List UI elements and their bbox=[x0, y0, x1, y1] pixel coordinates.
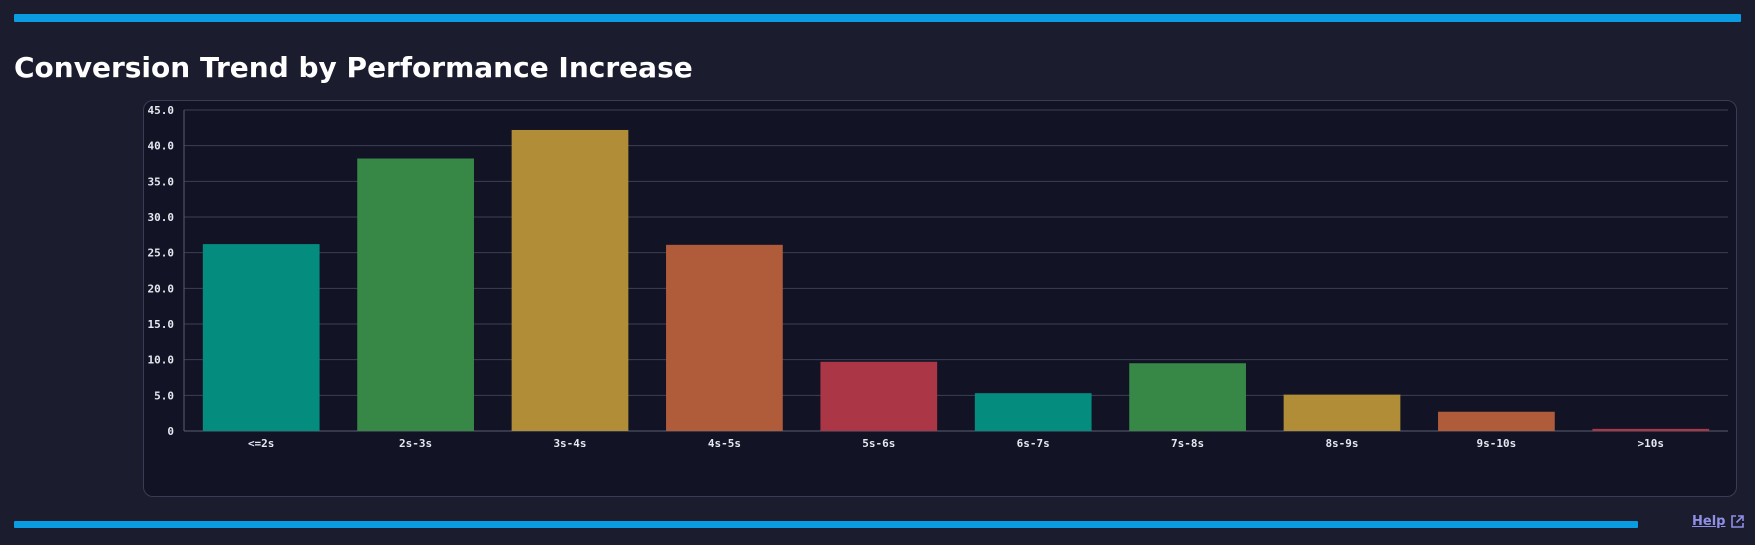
bar[interactable] bbox=[820, 361, 938, 431]
y-tick-label: 40.0 bbox=[148, 140, 175, 153]
bar[interactable] bbox=[357, 158, 474, 432]
x-tick-label: >10s bbox=[1638, 437, 1665, 450]
bar-chart: 0 5.0 10.0 15.0 20.0 25.0 30.0 35.0 40.0 45.0 <=2… bbox=[148, 104, 1728, 450]
x-tick-label: 3s-4s bbox=[553, 437, 586, 450]
y-tick-label: 30.0 bbox=[148, 211, 175, 224]
x-tick-label: 6s-7s bbox=[1017, 437, 1050, 450]
x-tick-label: 9s-10s bbox=[1477, 437, 1517, 450]
bar[interactable] bbox=[202, 244, 320, 431]
bar[interactable] bbox=[1129, 363, 1246, 431]
y-tick-label: 35.0 bbox=[148, 175, 175, 188]
x-tick-label: 4s-5s bbox=[708, 437, 741, 450]
y-tick-label: 5.0 bbox=[154, 389, 174, 402]
y-tick-label: 45.0 bbox=[148, 104, 175, 117]
y-tick-label: 25.0 bbox=[148, 247, 175, 260]
bar[interactable] bbox=[511, 129, 629, 431]
bar[interactable] bbox=[1283, 394, 1401, 431]
y-tick-label: 15.0 bbox=[148, 318, 175, 331]
chart-title: Conversion Trend by Performance Increase bbox=[14, 51, 693, 84]
bar[interactable] bbox=[1438, 411, 1555, 431]
external-link-icon bbox=[1731, 515, 1745, 528]
x-tick-label: <=2s bbox=[248, 437, 275, 450]
x-tick-label: 2s-3s bbox=[399, 437, 432, 450]
y-axis-ticks: 0 5.0 10.0 15.0 20.0 25.0 30.0 35.0 40.0 45.0 bbox=[148, 104, 175, 438]
help-link[interactable]: Help bbox=[1692, 514, 1745, 529]
x-axis-labels: <=2s 2s-3s 3s-4s 4s-5s 5s-6s 6s-7s 7s-8s 8s-9s 9… bbox=[248, 437, 1664, 450]
x-tick-label: 5s-6s bbox=[862, 437, 895, 450]
x-tick-label: 8s-9s bbox=[1325, 437, 1358, 450]
y-tick-label: 0 bbox=[167, 425, 174, 438]
y-tick-label: 20.0 bbox=[148, 282, 175, 295]
y-tick-label: 10.0 bbox=[148, 354, 175, 367]
bars bbox=[202, 129, 1710, 432]
bar[interactable] bbox=[974, 393, 1092, 431]
top-accent-bar bbox=[14, 14, 1741, 22]
help-label: Help bbox=[1692, 514, 1726, 529]
chart-panel: 0 5.0 10.0 15.0 20.0 25.0 30.0 35.0 40.0 45.0 <=2… bbox=[143, 100, 1737, 497]
bar[interactable] bbox=[666, 244, 783, 431]
bottom-accent-bar bbox=[14, 521, 1638, 528]
x-tick-label: 7s-8s bbox=[1171, 437, 1204, 450]
bar[interactable] bbox=[1592, 428, 1710, 431]
